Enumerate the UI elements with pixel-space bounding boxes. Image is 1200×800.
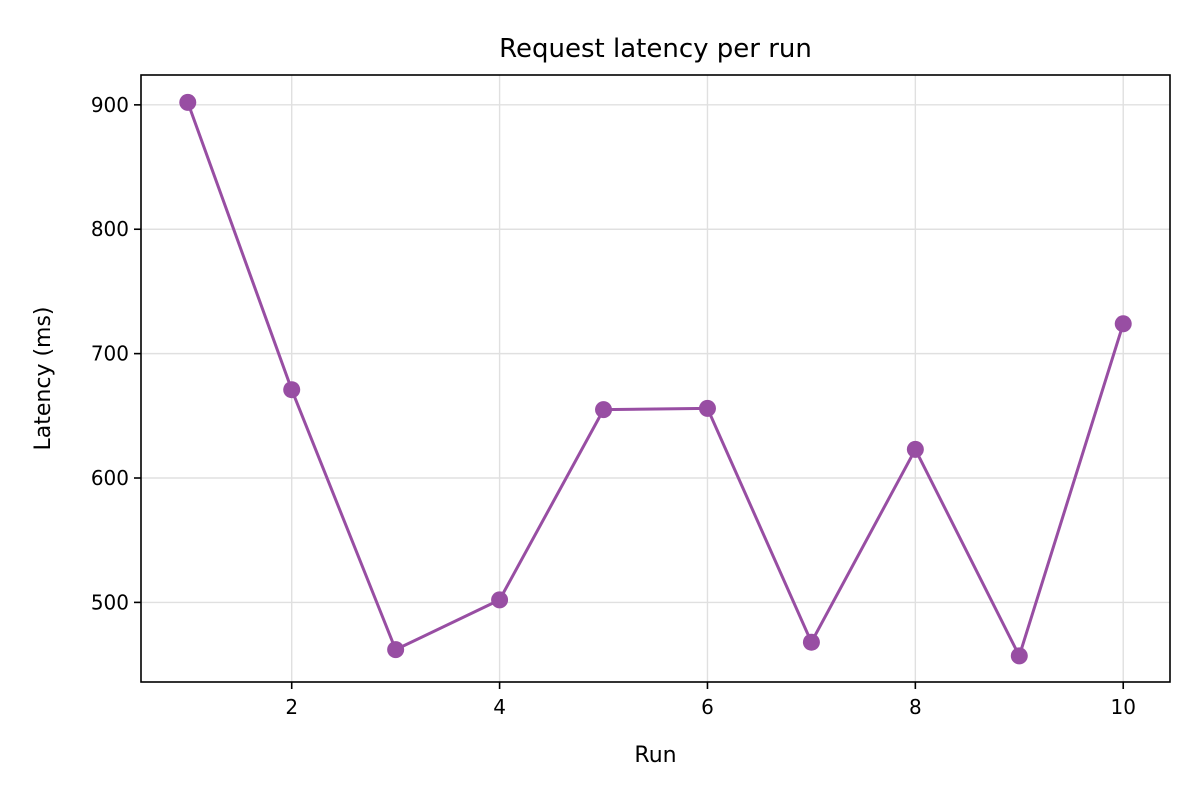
data-point [698,399,716,417]
plot-frame [140,74,1171,683]
y-tick-label: 900 [91,93,129,117]
data-point [802,633,820,651]
x-tick-label: 4 [493,695,506,719]
data-point [387,641,405,659]
chart-title: Request latency per run [499,34,812,64]
data-point [491,591,509,609]
series-line [186,100,1125,658]
x-axis-title: Run [634,743,676,768]
y-tick-label: 700 [91,342,129,366]
data-point [283,381,301,399]
y-axis-title: Latency (ms) [31,306,56,450]
data-point [595,401,613,419]
x-tick-label: 10 [1111,695,1136,719]
y-tick-label: 600 [91,466,129,490]
x-tick-label: 8 [909,695,922,719]
series-layer [179,93,1132,665]
data-point [1010,647,1028,665]
x-tick-label: 2 [285,695,298,719]
y-tick-label: 800 [91,217,129,241]
data-point [1114,315,1132,333]
y-tick-label: 500 [91,590,129,614]
grid-lines [141,75,1170,682]
x-tick-label: 6 [701,695,714,719]
data-point [179,93,197,111]
data-point [906,440,924,458]
axis-ticks: 2 4 6 8 10 500 600 700 800 900 [91,93,1136,719]
